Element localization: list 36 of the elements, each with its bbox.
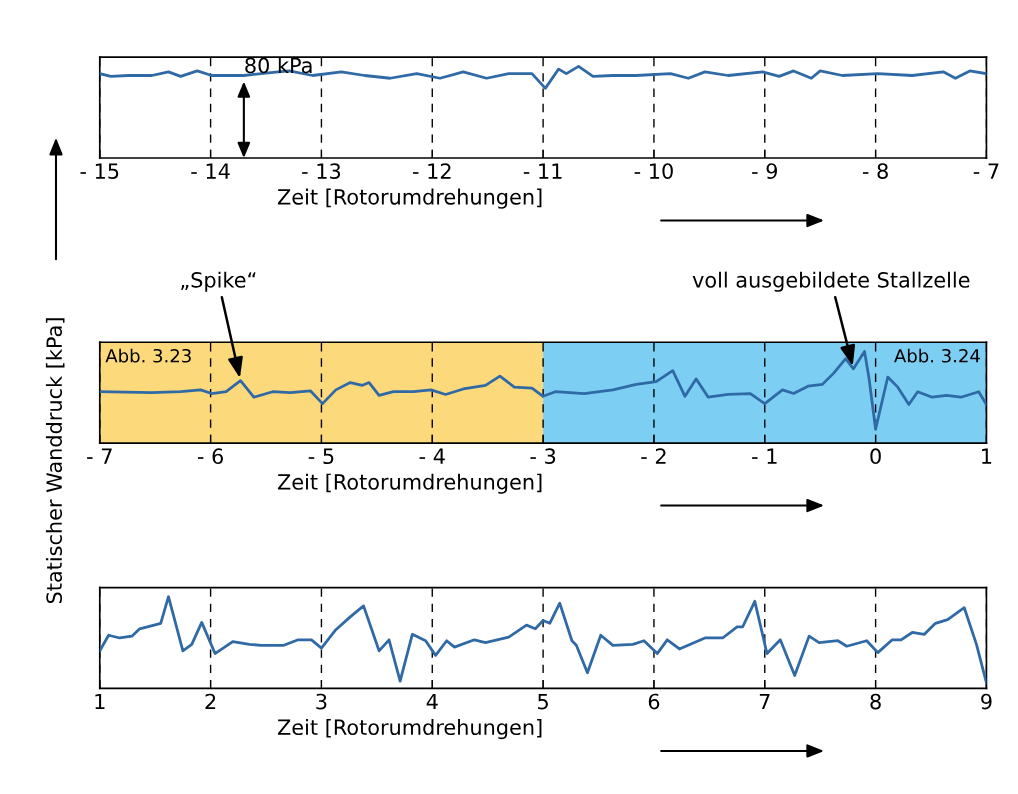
x-tick-label: 1 [982, 448, 992, 464]
x-tick-label: - 4 [419, 448, 445, 464]
x-tick-label: - 9 [752, 163, 778, 179]
x-axis-title: Zeit [Rotorumdrehungen] [277, 473, 542, 494]
x-tick-label: 3 [316, 693, 327, 710]
x-axis-title: Zeit [Rotorumdrehungen] [277, 718, 542, 740]
x-tick-label: - 1 [752, 448, 777, 464]
x-tick-label: 1 [95, 693, 105, 710]
x-tick-label: 2 [205, 693, 216, 710]
x-tick-label: - 3 [530, 448, 556, 465]
x-tick-label: - 13 [302, 163, 341, 179]
x-tick-label: - 6 [197, 448, 223, 465]
x-tick-label: 8 [870, 693, 881, 710]
x-tick-label: 0 [870, 448, 881, 465]
x-tick-label: - 2 [641, 448, 666, 464]
x-tick-label: 6 [648, 693, 660, 710]
x-tick-label: - 11 [523, 163, 562, 179]
x-tick-label: - 5 [308, 448, 334, 465]
x-tick-label: - 7 [87, 448, 112, 464]
band-label: Abb. 3.23 [105, 348, 191, 363]
x-tick-label: - 7 [973, 163, 999, 179]
annotation: „Spike“ [181, 271, 256, 292]
y-axis-title: Statischer Wanddruck [kPa] [45, 318, 65, 604]
annotation: voll ausgebildete Stallzelle [692, 271, 970, 292]
x-tick-label: - 8 [862, 163, 888, 179]
x-axis-title: Zeit [Rotorumdrehungen] [277, 188, 542, 209]
x-tick-label: 5 [538, 693, 548, 710]
annotation: 80 kPa [245, 57, 312, 74]
x-tick-label: 4 [426, 693, 438, 710]
x-tick-label: - 10 [634, 163, 673, 179]
band-label: Abb. 3.24 [894, 348, 980, 363]
x-tick-label: 9 [981, 693, 992, 710]
x-tick-label: - 15 [80, 163, 119, 179]
x-tick-label: 7 [759, 693, 770, 710]
x-tick-label: - 14 [191, 163, 230, 179]
x-tick-label: - 12 [412, 163, 451, 179]
